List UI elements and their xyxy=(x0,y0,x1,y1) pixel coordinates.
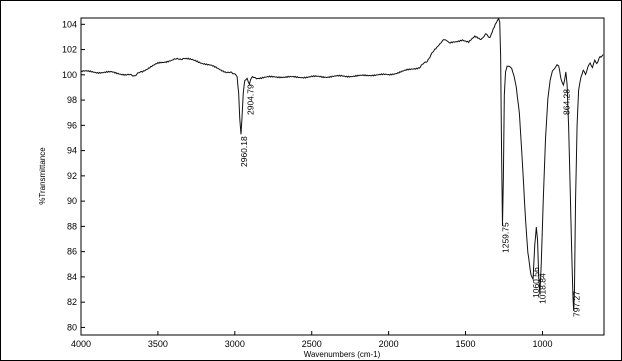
y-tick-label: 102 xyxy=(62,45,77,55)
y-tick-label: 96 xyxy=(67,120,77,130)
peak-label: 2960.18 xyxy=(239,136,249,167)
x-tick-label: 2000 xyxy=(379,339,399,349)
x-tick-label: 2500 xyxy=(302,339,322,349)
peak-label: 1018.84 xyxy=(538,273,548,304)
x-tick-label: 3000 xyxy=(225,339,245,349)
y-tick-label: 100 xyxy=(62,70,77,80)
y-tick-label: 94 xyxy=(67,146,77,156)
spectrum-line xyxy=(80,17,604,311)
y-axis-title: %Transmittance xyxy=(38,147,47,205)
y-tick-label: 104 xyxy=(62,19,77,29)
y-tick-label: 82 xyxy=(67,297,77,307)
x-tick-label: 4000 xyxy=(71,339,91,349)
peak-label: 1060.56 xyxy=(531,267,541,298)
y-tick-label: 92 xyxy=(67,171,77,181)
peak-label: 2904.79 xyxy=(246,84,256,115)
y-tick-label: 90 xyxy=(67,196,77,206)
peak-label: 1259.75 xyxy=(501,222,511,253)
y-tick-label: 98 xyxy=(67,95,77,105)
y-tick-label: 86 xyxy=(67,247,77,257)
x-axis: 4000 3500 3000 2500 2000 1500 1000 xyxy=(71,331,552,349)
plot-area-border xyxy=(80,17,605,336)
peak-label: 864.28 xyxy=(561,89,571,115)
y-axis: 80 82 84 86 88 90 92 94 96 98 100 102 104 xyxy=(62,19,85,332)
y-tick-label: 80 xyxy=(67,322,77,332)
peak-label: 797.27 xyxy=(572,291,582,317)
x-tick-label: 1500 xyxy=(456,339,476,349)
x-tick-label: 3500 xyxy=(148,339,168,349)
x-axis-title: Wavenumbers (cm-1) xyxy=(304,350,381,359)
y-tick-label: 84 xyxy=(67,272,77,282)
x-tick-label: 1000 xyxy=(532,339,552,349)
y-tick-label: 88 xyxy=(67,221,77,231)
